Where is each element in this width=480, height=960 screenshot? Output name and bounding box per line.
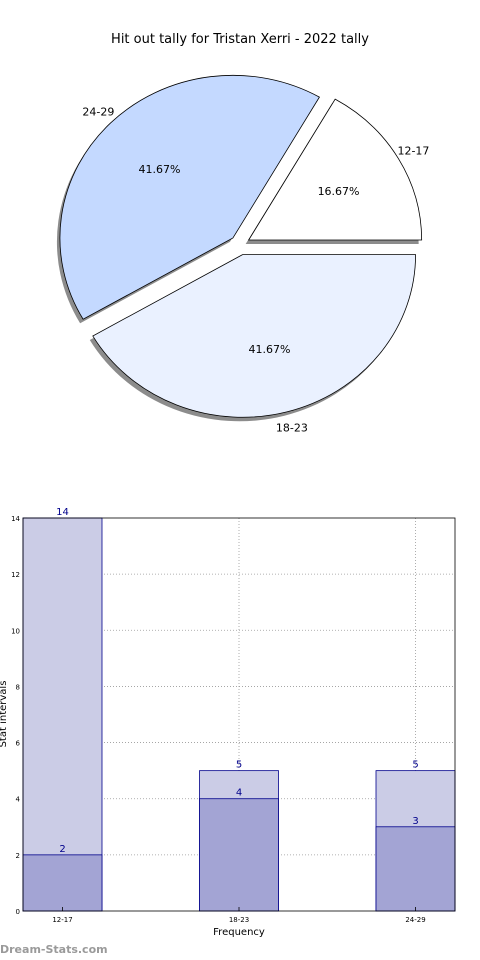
bar-y-tick-label: 4 — [16, 796, 21, 804]
bar-x-tick-label-24-29: 24-29 — [405, 916, 425, 924]
watermark-text: Dream-Stats.com — [0, 943, 108, 956]
bar-y-tick-label: 14 — [11, 515, 20, 523]
bar-value-label: 2 — [59, 844, 65, 855]
pie-slice-12-17 — [247, 98, 423, 241]
bar-y-tick-label: 2 — [16, 852, 20, 860]
pie-slice-percent-0: 16.67% — [318, 185, 360, 198]
pie-slice-percent-2: 41.67% — [248, 343, 290, 356]
bar-y-tick-label: 0 — [16, 908, 20, 916]
bar-x-tick-label-12-17: 12-17 — [52, 916, 72, 924]
pie-slice-label-2: 18-23 — [276, 421, 308, 434]
bar-12-17-series-1 — [22, 854, 103, 912]
bar-y-tick-label: 12 — [11, 571, 20, 579]
pie-slice-18-23 — [92, 254, 416, 418]
pie-chart-title: Hit out tally for Tristan Xerri - 2022 t… — [111, 32, 369, 47]
bar-y-axis-label: Stat intervals — [0, 681, 9, 748]
bar-value-label: 3 — [412, 816, 418, 827]
bar-plot-frame — [22, 517, 456, 912]
bar-value-label: 5 — [412, 760, 418, 771]
pie-chart: 12-17 16.67% 24-29 41.67% 18-23 41.67% — [56, 74, 429, 434]
bar-x-axis-label: Frequency — [213, 927, 265, 938]
pie-slice-label-1: 24-29 — [82, 105, 114, 118]
pie-slice-24-29 — [59, 74, 320, 320]
bar-24-29-series-1 — [375, 826, 456, 912]
bar-y-tick-label: 10 — [11, 627, 20, 635]
bar-value-label: 14 — [56, 507, 69, 518]
pie-slice-label-0: 12-17 — [397, 145, 429, 158]
bar-x-tick-label-18-23: 18-23 — [229, 916, 249, 924]
bar-y-tick-label: 8 — [16, 683, 20, 691]
bar-value-label: 5 — [236, 760, 242, 771]
pie-slice-percent-1: 41.67% — [139, 163, 181, 176]
bar-value-label: 4 — [236, 788, 242, 799]
bar-y-tick-label: 6 — [16, 740, 21, 748]
bar-chart: Frequency Stat intervals 0 2 4 6 8 10 12 14 14 5 5… — [0, 507, 456, 938]
bar-18-23-series-1 — [199, 798, 279, 912]
